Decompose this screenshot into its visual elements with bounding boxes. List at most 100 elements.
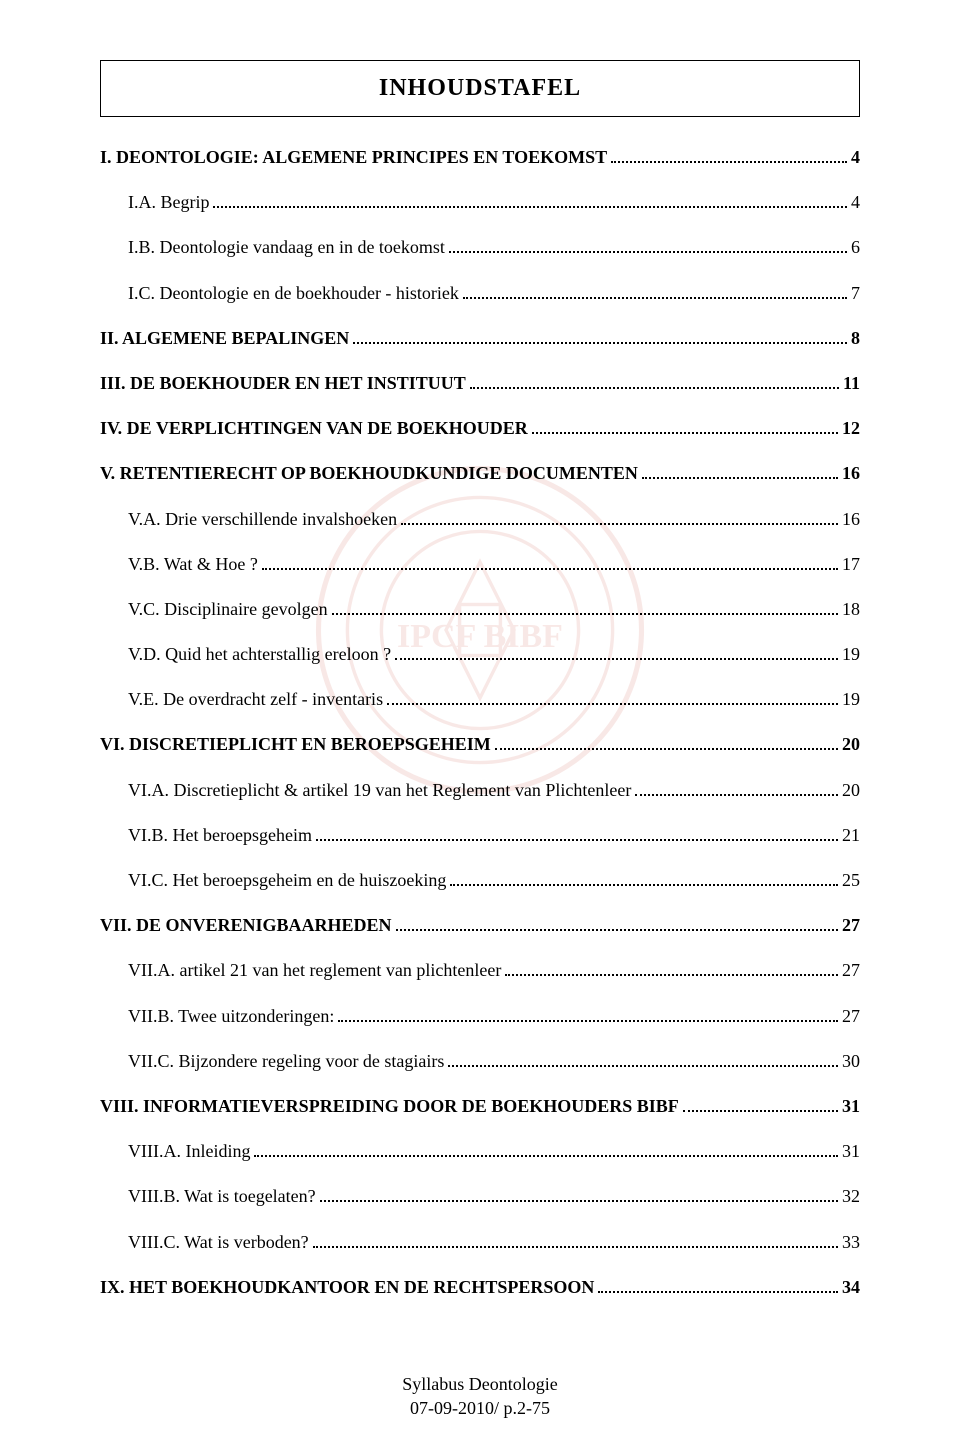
toc-page-number: 12 — [842, 416, 860, 441]
title-text: INHOUDSTAFEL — [101, 75, 859, 102]
toc-row: IX. HET BOEKHOUDKANTOOR EN DE RECHTSPERS… — [100, 1275, 860, 1300]
toc-row: VIII.B. Wat is toegelaten? 32 — [100, 1184, 860, 1209]
toc-leader — [401, 508, 838, 524]
toc-leader — [332, 599, 838, 615]
toc-leader — [683, 1096, 838, 1112]
toc-row: I.C. Deontologie en de boekhouder - hist… — [100, 281, 860, 306]
toc-leader — [395, 644, 838, 660]
toc-label: IX. HET BOEKHOUDKANTOOR EN DE RECHTSPERS… — [100, 1275, 594, 1300]
toc-page-number: 32 — [842, 1184, 860, 1209]
toc-page-number: 16 — [842, 461, 860, 486]
toc-label: VI.A. Discretieplicht & artikel 19 van h… — [128, 778, 631, 803]
toc-page-number: 6 — [851, 235, 860, 260]
toc-page-number: 27 — [842, 913, 860, 938]
toc-leader — [495, 734, 838, 750]
title-box: INHOUDSTAFEL — [100, 60, 860, 117]
toc-row: V.E. De overdracht zelf - inventaris19 — [100, 687, 860, 712]
toc-leader — [463, 282, 847, 298]
toc-label: I. DEONTOLOGIE: ALGEMENE PRINCIPES EN TO… — [100, 145, 607, 170]
page: IPCF BIBF INHOUDSTAFEL I. DEONTOLOGIE: A… — [0, 0, 960, 1456]
toc-leader — [387, 689, 838, 705]
toc-label: I.C. Deontologie en de boekhouder - hist… — [128, 281, 459, 306]
toc-leader — [505, 960, 838, 976]
toc-row: I. DEONTOLOGIE: ALGEMENE PRINCIPES EN TO… — [100, 145, 860, 170]
toc-label: II. ALGEMENE BEPALINGEN — [100, 326, 349, 351]
toc-row: VII.B. Twee uitzonderingen: 27 — [100, 1004, 860, 1029]
toc-label: VII.A. artikel 21 van het reglement van … — [128, 958, 501, 983]
toc-row: IV. DE VERPLICHTINGEN VAN DE BOEKHOUDER 1… — [100, 416, 860, 441]
toc-leader — [316, 825, 838, 841]
toc-row: VIII.C. Wat is verboden? 33 — [100, 1230, 860, 1255]
toc-label: V.D. Quid het achterstallig ereloon ? — [128, 642, 391, 667]
toc-label: VI.C. Het beroepsgeheim en de huiszoekin… — [128, 868, 446, 893]
toc-page-number: 11 — [843, 371, 860, 396]
toc-row: VI.C. Het beroepsgeheim en de huiszoekin… — [100, 868, 860, 893]
toc-row: VI.B. Het beroepsgeheim 21 — [100, 823, 860, 848]
toc-page-number: 20 — [842, 778, 860, 803]
toc-page-number: 20 — [842, 732, 860, 757]
toc-leader — [642, 463, 838, 479]
toc-page-number: 4 — [851, 190, 860, 215]
toc-row: III. DE BOEKHOUDER EN HET INSTITUUT 11 — [100, 371, 860, 396]
toc-label: VII.B. Twee uitzonderingen: — [128, 1004, 334, 1029]
page-footer: Syllabus Deontologie 07-09-2010/ p.2-75 — [0, 1373, 960, 1420]
toc-row: VIII. INFORMATIEVERSPREIDING DOOR DE BOE… — [100, 1094, 860, 1119]
toc-leader — [313, 1231, 838, 1247]
toc-row: V.C. Disciplinaire gevolgen 18 — [100, 597, 860, 622]
toc-label: VII.C. Bijzondere regeling voor de stagi… — [128, 1049, 444, 1074]
toc-page-number: 31 — [842, 1094, 860, 1119]
toc-leader — [213, 192, 847, 208]
footer-line-2: 07-09-2010/ p.2-75 — [0, 1397, 960, 1420]
toc-label: V.C. Disciplinaire gevolgen — [128, 597, 328, 622]
toc-label: I.A. Begrip — [128, 190, 209, 215]
toc-leader — [611, 147, 847, 163]
toc-row: V. RETENTIERECHT OP BOEKHOUDKUNDIGE DOCU… — [100, 461, 860, 486]
toc-leader — [338, 1005, 838, 1021]
toc-label: IV. DE VERPLICHTINGEN VAN DE BOEKHOUDER — [100, 416, 528, 441]
toc-row: V.D. Quid het achterstallig ereloon ?19 — [100, 642, 860, 667]
toc-page-number: 21 — [842, 823, 860, 848]
toc-page-number: 30 — [842, 1049, 860, 1074]
toc-page-number: 7 — [851, 281, 860, 306]
toc-row: II. ALGEMENE BEPALINGEN 8 — [100, 326, 860, 351]
toc-page-number: 16 — [842, 507, 860, 532]
toc-leader — [254, 1141, 838, 1157]
toc-label: VIII.A. Inleiding — [128, 1139, 250, 1164]
toc-page-number: 34 — [842, 1275, 860, 1300]
toc-page-number: 33 — [842, 1230, 860, 1255]
toc-leader — [470, 373, 839, 389]
toc-label: VIII.C. Wat is verboden? — [128, 1230, 309, 1255]
toc-leader — [635, 779, 838, 795]
toc-row: VII.C. Bijzondere regeling voor de stagi… — [100, 1049, 860, 1074]
toc-label: III. DE BOEKHOUDER EN HET INSTITUUT — [100, 371, 466, 396]
toc-page-number: 27 — [842, 1004, 860, 1029]
toc-label: VI.B. Het beroepsgeheim — [128, 823, 312, 848]
toc-row: VI. DISCRETIEPLICHT EN BEROEPSGEHEIM20 — [100, 732, 860, 757]
toc-row: V.A. Drie verschillende invalshoeken16 — [100, 507, 860, 532]
toc-leader — [598, 1277, 838, 1293]
toc-label: V. RETENTIERECHT OP BOEKHOUDKUNDIGE DOCU… — [100, 461, 638, 486]
toc-row: V.B. Wat & Hoe ? 17 — [100, 552, 860, 577]
toc-page-number: 19 — [842, 687, 860, 712]
toc-page-number: 8 — [851, 326, 860, 351]
toc-page-number: 4 — [851, 145, 860, 170]
toc-label: VIII. INFORMATIEVERSPREIDING DOOR DE BOE… — [100, 1094, 679, 1119]
toc-page-number: 17 — [842, 552, 860, 577]
toc-page-number: 27 — [842, 958, 860, 983]
toc-leader — [532, 418, 838, 434]
toc-row: VII.A. artikel 21 van het reglement van … — [100, 958, 860, 983]
toc-leader — [448, 1051, 838, 1067]
toc-label: VIII.B. Wat is toegelaten? — [128, 1184, 316, 1209]
toc-page-number: 31 — [842, 1139, 860, 1164]
toc-row: I.A. Begrip 4 — [100, 190, 860, 215]
toc-row: VIII.A. Inleiding 31 — [100, 1139, 860, 1164]
toc-label: VII. DE ONVERENIGBAARHEDEN — [100, 913, 392, 938]
toc-leader — [396, 915, 838, 931]
toc-label: V.B. Wat & Hoe ? — [128, 552, 258, 577]
toc-page-number: 18 — [842, 597, 860, 622]
toc-leader — [262, 554, 838, 570]
toc-label: I.B. Deontologie vandaag en in de toekom… — [128, 235, 445, 260]
toc-page-number: 25 — [842, 868, 860, 893]
toc-list: I. DEONTOLOGIE: ALGEMENE PRINCIPES EN TO… — [100, 145, 860, 1300]
toc-leader — [320, 1186, 838, 1202]
